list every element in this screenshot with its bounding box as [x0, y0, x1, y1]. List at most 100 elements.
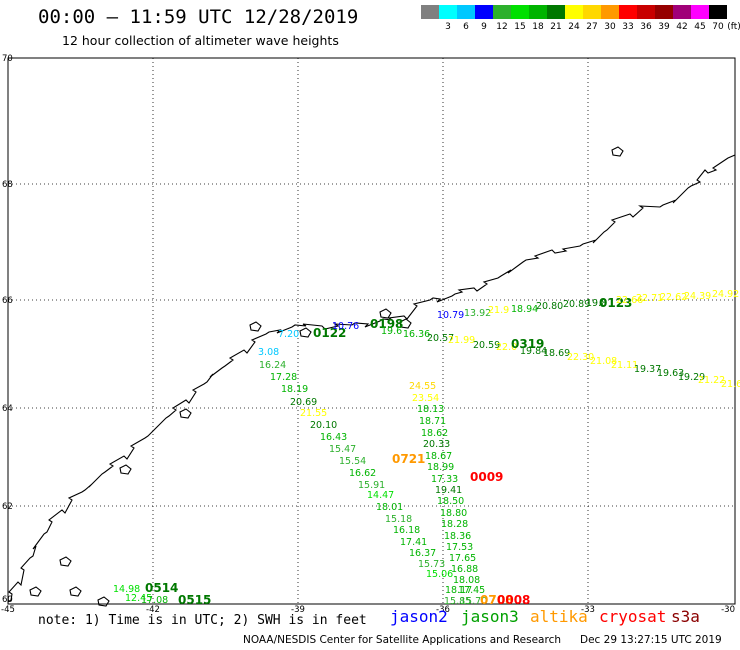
scale-label: 42 [676, 22, 688, 32]
wave-height-label: 15.54 [339, 456, 366, 467]
scale-swatch [637, 5, 655, 19]
wave-height-label: 13.92 [464, 308, 491, 319]
satellite-jason3: jason3 [461, 607, 519, 626]
scale-unit: (ft) [727, 22, 740, 32]
pass-time-label: 0008 [497, 593, 530, 607]
wave-height-label: 21.22 [698, 375, 725, 386]
pass-time-label: 0708 [480, 593, 513, 607]
footer-note: note: 1) Time is in UTC; 2) SWH is in fe… [38, 613, 367, 628]
wave-height-label: 16.37 [409, 548, 436, 559]
wave-height-label: 18.13 [417, 404, 444, 415]
pass-time-label: 0721 [392, 452, 425, 466]
wave-height-label: 19.63 [657, 368, 684, 379]
coastline-path [7, 154, 736, 603]
wave-height-label: 16.24 [259, 360, 286, 371]
wave-height-label: 18.62 [421, 428, 448, 439]
chart-title: 00:00 – 11:59 UTC 12/28/2019 [38, 6, 359, 28]
scale-label: 9 [481, 22, 487, 32]
wave-height-label: 15.85 [444, 596, 471, 607]
island-outline [119, 464, 132, 475]
scale-swatch [601, 5, 619, 19]
wave-height-label: 24.92 [712, 289, 739, 300]
wave-height-label: 15.91 [358, 480, 385, 491]
wave-height-label: 20.33 [423, 439, 450, 450]
wave-height-label: 15.73 [418, 559, 445, 570]
wave-height-label: 15.18 [385, 514, 412, 525]
wave-height-label: 18.80 [440, 508, 467, 519]
scale-label: 39 [658, 22, 670, 32]
wave-height-label: 17.08 [141, 595, 168, 606]
wave-height-label: 18.71 [419, 416, 446, 427]
wave-height-label: 22.66 [616, 295, 643, 306]
wave-height-label: 21.99 [448, 335, 475, 346]
wave-height-label: 7.20 [278, 329, 299, 340]
pass-time-label: 0198 [370, 317, 403, 331]
scale-label: 27 [586, 22, 598, 32]
wave-height-label: 24.39 [684, 291, 711, 302]
scale-label: 3 [445, 22, 451, 32]
scale-swatch [511, 5, 529, 19]
island-outline [399, 318, 412, 329]
wave-height-label: 18.99 [427, 462, 454, 473]
wave-height-label: 16.43 [320, 432, 347, 443]
island-outline [611, 146, 624, 157]
scale-label: 45 [694, 22, 706, 32]
latitude-label: 70 [2, 54, 13, 64]
wave-height-label: 19.84 [520, 346, 547, 357]
scale-swatch [475, 5, 493, 19]
wave-height-label: 10.76 [332, 321, 359, 332]
wave-height-label: 15.47 [329, 444, 356, 455]
scale-label: 70 [712, 22, 724, 32]
scale-label: 12 [496, 22, 508, 32]
wave-height-label: 17.28 [270, 372, 297, 383]
latitude-label: 62 [2, 502, 13, 512]
scale-label: 30 [604, 22, 616, 32]
scale-label: 36 [640, 22, 652, 32]
wave-height-label: 22.62 [660, 292, 687, 303]
longitude-label: -36 [436, 605, 450, 615]
wave-height-label: 20.69 [290, 397, 317, 408]
scale-swatch [619, 5, 637, 19]
wave-height-label: 14.98 [113, 584, 140, 595]
credit-line: NOAA/NESDIS Center for Satellite Applica… [243, 634, 561, 646]
pass-time-label: 0515 [178, 593, 211, 607]
pass-time-label: 0514 [145, 581, 178, 595]
wave-height-label: 21.6 [721, 379, 740, 390]
scale-swatch [673, 5, 691, 19]
scale-label: 15 [514, 22, 526, 32]
island-outline [299, 327, 312, 338]
wave-height-label: 17.53 [446, 542, 473, 553]
wave-height-label: 23.54 [412, 393, 439, 404]
wave-height-label: 16.18 [393, 525, 420, 536]
map-grid: 70 68 66 64 62 60-45 -42 -39 -36 -33 -30 [1, 54, 735, 615]
wave-height-label: 20.89 [563, 299, 590, 310]
wave-height-label: 21.08 [590, 356, 617, 367]
scale-swatch [547, 5, 565, 19]
wave-height-label: 18.19 [281, 384, 308, 395]
wave-height-label: 20.80 [536, 301, 563, 312]
wave-height-label: 15.70 [460, 596, 487, 607]
island-outline [29, 586, 42, 597]
wave-height-label: 18.69 [543, 348, 570, 359]
wave-height-label: 19.6 [381, 326, 402, 337]
latitude-label: 64 [2, 404, 13, 414]
latitude-label: 68 [2, 180, 13, 190]
satellite-jason2: jason2 [390, 607, 448, 626]
wave-height-label: 18.36 [444, 531, 471, 542]
wave-height-label: 18.17 [445, 585, 472, 596]
pass-time-label: 0122 [313, 326, 346, 340]
scale-swatch [421, 5, 439, 19]
scale-swatch [583, 5, 601, 19]
scale-label: 18 [532, 22, 544, 32]
wave-height-label: 19.41 [435, 485, 462, 496]
wave-height-label: 19.29 [678, 372, 705, 383]
map-frame [7, 57, 736, 605]
wave-height-label: 10.79 [437, 310, 464, 321]
wave-height-label: 22.71 [636, 293, 663, 304]
wave-height-label: 16.62 [349, 468, 376, 479]
wave-height-label: 16.88 [451, 564, 478, 575]
longitude-label: -42 [146, 605, 160, 615]
island-outline [179, 408, 192, 419]
